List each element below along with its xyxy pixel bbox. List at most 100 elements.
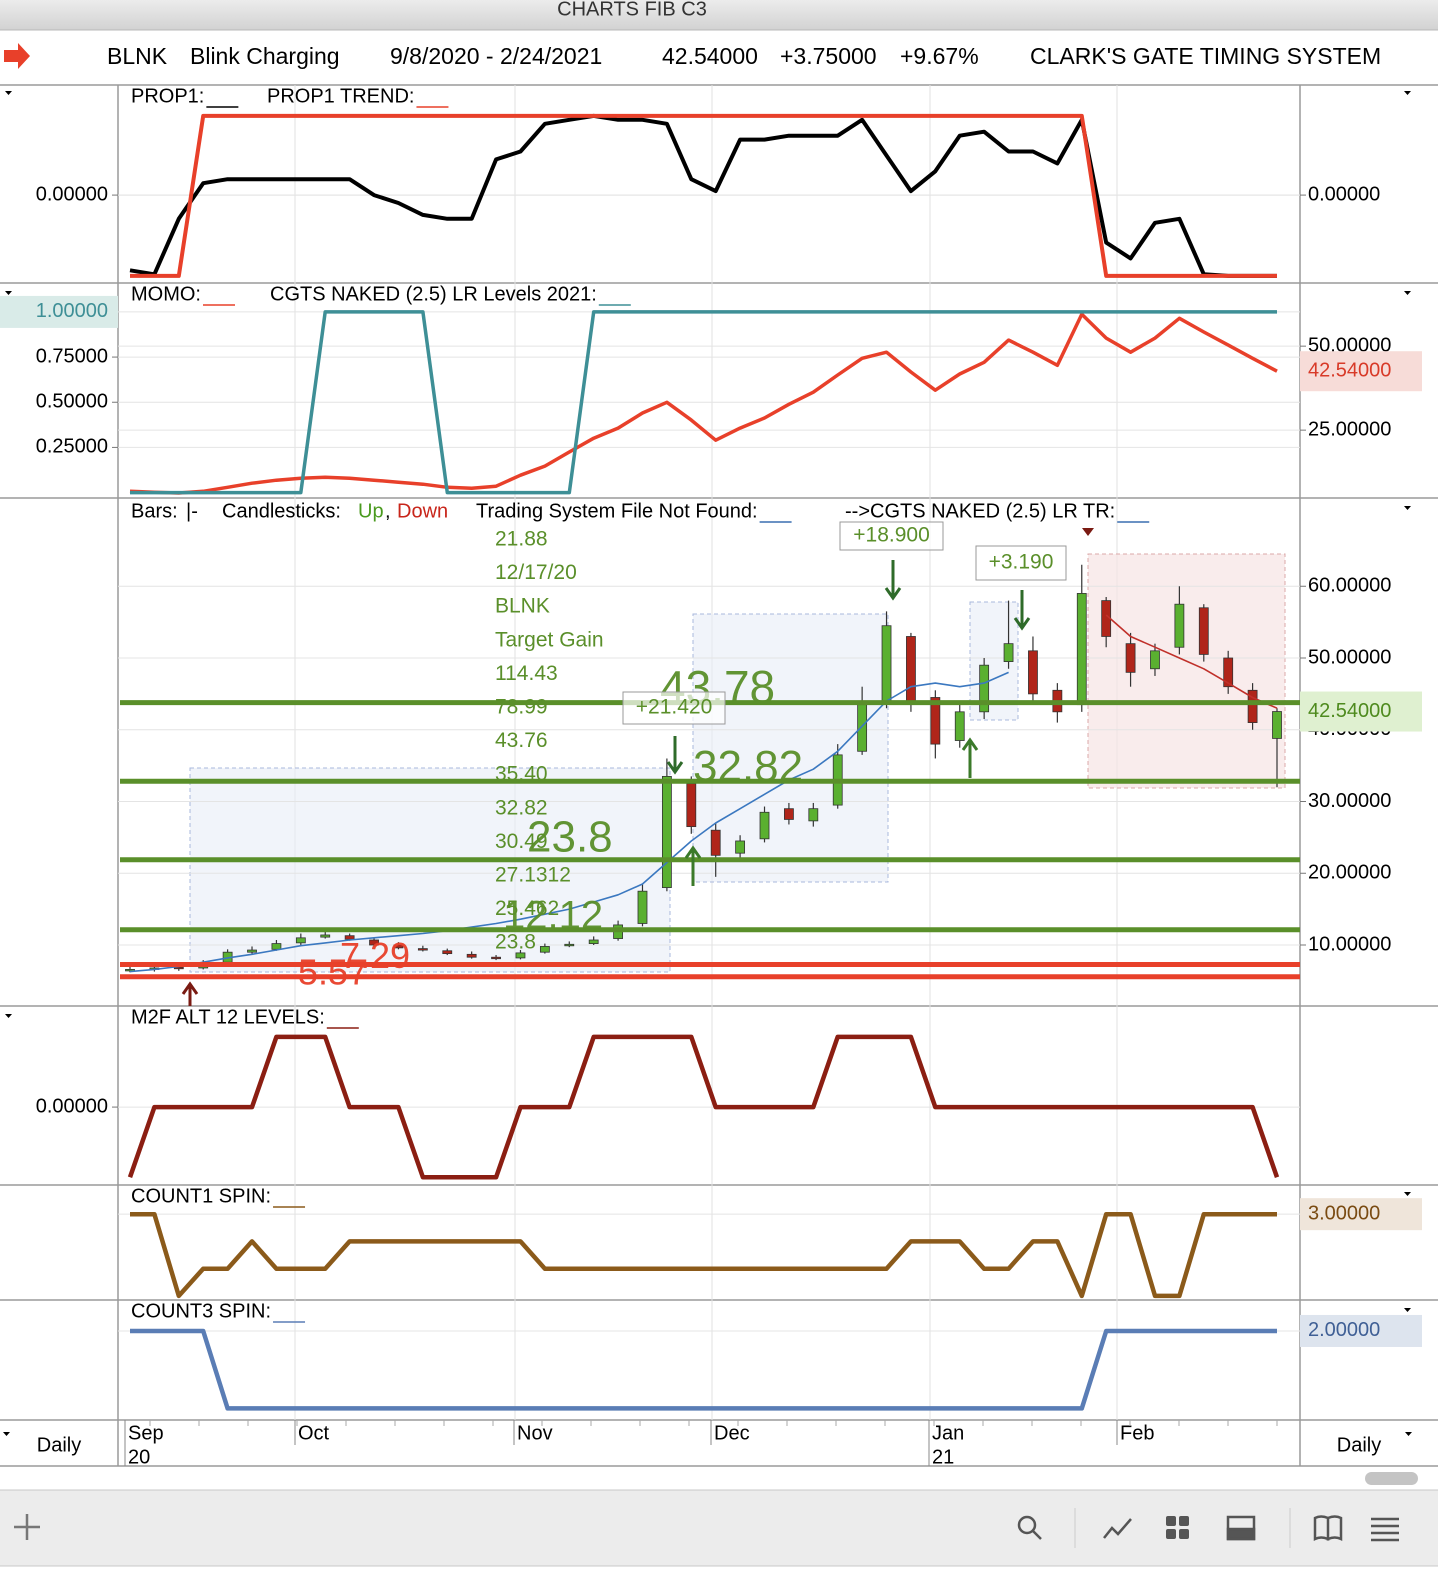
candle-body (784, 808, 794, 820)
toolbar-icons[interactable] (14, 1514, 1399, 1542)
candle-body (320, 934, 331, 938)
candle-body (515, 952, 526, 959)
panel-frame (0, 84, 1438, 1467)
candle-body (466, 953, 477, 958)
symbol-arrow[interactable] (4, 43, 30, 69)
x-tick-label: Oct (298, 1422, 330, 1444)
candle-body (247, 949, 257, 953)
candle-body (710, 829, 721, 856)
y-tick-label: 10.00000 (1308, 933, 1391, 955)
legend-label: PROP1: (131, 85, 204, 107)
target-text: 21.88 (495, 528, 548, 551)
price-badge-label: 42.54000 (1308, 359, 1391, 381)
x-year-label: 21 (932, 1446, 954, 1468)
candle-body (539, 946, 550, 953)
symbol-name: Blink Charging (190, 43, 340, 69)
y-tick-label: 50.00000 (1308, 334, 1391, 356)
legend-label: MOMO: (131, 283, 201, 305)
series-line (129, 671, 1009, 973)
level-label: 32.82 (693, 742, 803, 791)
candle-body (759, 811, 770, 840)
x-year-label: 20 (128, 1446, 150, 1468)
tick-badge (1300, 1198, 1422, 1231)
price-badge (1300, 351, 1422, 392)
candle-body (808, 808, 819, 822)
candle-body (271, 943, 282, 950)
scrollbar-thumb[interactable] (1365, 1472, 1418, 1485)
series-line (130, 1211, 1277, 1299)
x-tick-label: Jan (932, 1422, 964, 1444)
candle-body (1223, 657, 1234, 688)
candle-body (564, 943, 575, 947)
legend-label: Up (358, 500, 384, 522)
candle-body (1076, 593, 1087, 706)
level-label: 23.8 (527, 813, 613, 862)
signal-arrow-head (961, 737, 979, 751)
candle-body (906, 636, 916, 702)
annotation-box (975, 545, 1067, 581)
title-bar (0, 0, 1438, 30)
panel-menus[interactable] (3, 91, 1412, 1436)
annotation-box (622, 691, 726, 725)
candle-body (735, 840, 746, 854)
level-label: 5.57 (298, 951, 368, 992)
legend-label: Bars: (131, 500, 178, 522)
legend-label: M2F ALT 12 LEVELS: (131, 1006, 325, 1028)
system-name: CLARK'S GATE TIMING SYSTEM (1030, 43, 1381, 69)
annotation: +18.900 (853, 524, 930, 547)
legend-label: Trading System File Not Found: (476, 500, 758, 522)
x-tick-label: Nov (517, 1422, 553, 1444)
target-text: 78.99 (495, 696, 548, 719)
y-tick-label: 0.00000 (36, 1095, 108, 1117)
legend-label: -->CGTS NAKED (2.5) LR TR: (845, 500, 1115, 522)
candle-body (1272, 711, 1282, 739)
candle-body (417, 948, 428, 951)
date-range: 9/8/2020 - 2/24/2021 (390, 43, 602, 69)
legend-label: CGTS NAKED (2.5) LR Levels 2021: (270, 283, 597, 305)
candle-body (954, 711, 965, 741)
y-tick-label: 0.00000 (1308, 183, 1380, 205)
signal-arrow-head (666, 761, 684, 775)
y-tick-label: 0.50000 (36, 391, 108, 413)
y-tick-label: 2.00000 (1308, 1319, 1380, 1341)
annotation: +3.190 (989, 551, 1054, 574)
y-tick-label: 50.00000 (1308, 646, 1391, 668)
legend-label: COUNT1 SPIN: (131, 1185, 271, 1207)
legend-label: COUNT3 SPIN: (131, 1300, 271, 1322)
series-line (130, 113, 1277, 278)
y-tick-label: 25.00000 (1308, 418, 1391, 440)
candle-body (295, 937, 306, 944)
signal-arrow-head (884, 587, 902, 601)
y-tick-label: 0.75000 (36, 345, 108, 367)
change-pct: +9.67% (900, 43, 979, 69)
candle-body (979, 664, 990, 713)
candle-body (1198, 607, 1209, 655)
candle-body (1150, 650, 1160, 670)
candle-body (442, 950, 453, 955)
tick-badge (1300, 1314, 1422, 1347)
x-tick-label: Sep (128, 1422, 164, 1444)
level-label: 7.29 (340, 935, 410, 976)
layout-icon[interactable] (1166, 1516, 1189, 1539)
series-line (129, 113, 1277, 278)
candle-body (1247, 689, 1258, 723)
x-tick-label: Feb (1120, 1422, 1154, 1444)
annotation: +21.420 (636, 696, 713, 719)
candle-body (930, 697, 941, 745)
window-title: CHARTS FIB C3 (557, 0, 707, 20)
candle-body (393, 944, 404, 949)
candle-body (1003, 643, 1014, 662)
y-tick-label: 0.25000 (36, 436, 108, 458)
signal-arrow-head (181, 981, 199, 995)
target-text: 27.1312 (495, 864, 571, 887)
y-tick-label: 0.00000 (36, 183, 108, 205)
signal-arrow-head (684, 845, 702, 859)
candle-body (881, 625, 892, 702)
y-tick-label: 30.00000 (1308, 790, 1391, 812)
target-text: 35.40 (495, 763, 548, 786)
change: +3.75000 (780, 43, 877, 69)
candle-body (637, 890, 648, 924)
candle-body (1028, 650, 1038, 695)
toolbar (0, 1490, 1438, 1566)
signal-arrow-head (1013, 617, 1031, 631)
